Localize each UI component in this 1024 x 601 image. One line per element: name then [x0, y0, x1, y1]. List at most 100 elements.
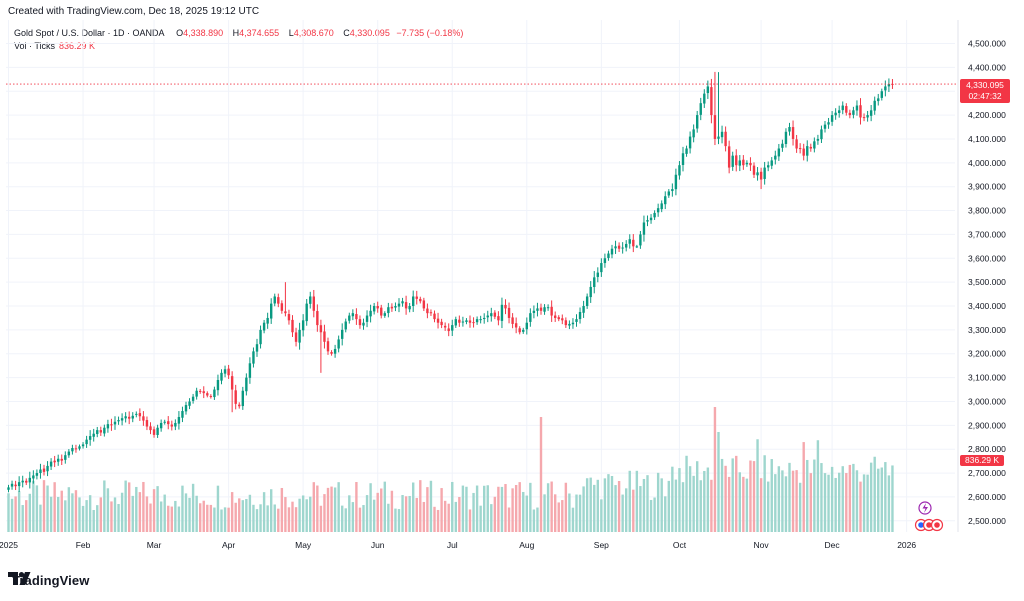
volume-bar [223, 507, 227, 532]
candle-body [600, 263, 603, 273]
tradingview-logo[interactable]: TradingView [8, 572, 89, 588]
candle-body [42, 468, 46, 472]
volume-bar [887, 475, 891, 532]
volume-bar [387, 503, 390, 532]
volume-bar [696, 461, 699, 532]
volume-bar [383, 481, 386, 532]
candle-body [152, 429, 156, 435]
candle-body [671, 189, 674, 192]
close-label: C [343, 28, 350, 38]
candle-body [369, 310, 372, 317]
candle-body [717, 136, 720, 139]
candle-body [71, 448, 74, 452]
y-tick-label: 3,200.000 [968, 349, 1006, 359]
candle-body [177, 416, 181, 424]
candle-body [142, 416, 145, 421]
candle-body [128, 416, 131, 419]
candle-body [550, 306, 553, 316]
candle-body [745, 162, 749, 165]
volume-bar [536, 507, 539, 532]
volume-bar [333, 487, 337, 532]
symbol-title: Gold Spot / U.S. Dollar · 1D · OANDA [14, 28, 165, 38]
volume-bar [415, 497, 418, 532]
volume-bar [234, 502, 237, 532]
candle-body [383, 313, 386, 316]
candle-body [561, 318, 564, 321]
candle-body [284, 311, 287, 314]
candle-body [355, 314, 358, 320]
candle-body [64, 455, 67, 460]
volume-bar [862, 474, 866, 532]
low-value: 4,308.670 [293, 28, 334, 38]
volume-bar [120, 492, 124, 532]
candle-body [685, 148, 688, 154]
volume-bar [454, 501, 457, 532]
candle-body [277, 297, 280, 304]
candle-body [781, 143, 784, 148]
candle-body [191, 396, 195, 401]
candle-body [170, 424, 173, 427]
volume-bar [834, 477, 837, 532]
candle-body [511, 317, 514, 324]
candle-body [348, 315, 351, 321]
candle-body [57, 458, 60, 462]
y-tick-label: 2,700.000 [968, 468, 1006, 478]
economic-event-flag-icon [918, 522, 924, 528]
volume-bar [376, 492, 379, 532]
candle-body [646, 220, 649, 222]
candle-body [475, 319, 479, 323]
volume-bar [468, 509, 472, 532]
volume-bar [490, 504, 493, 532]
volume-bar [49, 496, 53, 532]
volume-bar [855, 470, 859, 532]
volume-bar [170, 506, 173, 532]
volume-bar [17, 491, 21, 532]
volume-bar [742, 476, 745, 532]
candle-body [607, 253, 610, 258]
y-tick-label: 4,000.000 [968, 158, 1006, 168]
volume-bar [71, 493, 74, 532]
candle-body [869, 110, 873, 116]
candle-body [830, 115, 834, 122]
volume-bar [681, 482, 685, 532]
candle-body [429, 312, 433, 314]
candle-body [610, 248, 614, 255]
candle-body [752, 165, 756, 175]
x-tick-label: Dec [825, 540, 841, 550]
volume-bar [614, 485, 617, 532]
x-tick-label: Feb [76, 540, 91, 550]
volume-bar [145, 496, 149, 532]
volume-bar [404, 496, 408, 532]
volume-bar [500, 486, 504, 532]
volume-bar [25, 500, 28, 532]
candle-body [532, 310, 536, 313]
candle-body [823, 124, 827, 129]
volume-bar [639, 486, 642, 532]
candle-body [692, 129, 695, 138]
candle-body [813, 141, 816, 149]
candle-body [795, 139, 798, 149]
y-tick-label: 2,600.000 [968, 492, 1006, 502]
volume-bar [667, 480, 670, 532]
candle-body [791, 127, 795, 139]
volume-bar [497, 486, 500, 532]
volume-bar [877, 468, 880, 532]
volume-value: 836.29 K [59, 41, 96, 51]
candle-body [88, 436, 92, 440]
candle-body [497, 316, 500, 321]
y-tick-label: 3,100.000 [968, 373, 1006, 383]
volume-bar [621, 494, 624, 532]
volume-bar [106, 488, 110, 532]
volume-bar [436, 509, 440, 532]
volume-bar [529, 482, 532, 532]
volume-bar [884, 462, 887, 532]
volume-bar [600, 499, 603, 532]
volume-bar [142, 481, 145, 532]
candle-body [522, 329, 525, 332]
volume-bar [216, 485, 220, 532]
volume-bar [891, 465, 894, 532]
x-tick-label: Jul [447, 540, 458, 550]
volume-bar [255, 509, 259, 532]
y-tick-label: 4,100.000 [968, 134, 1006, 144]
